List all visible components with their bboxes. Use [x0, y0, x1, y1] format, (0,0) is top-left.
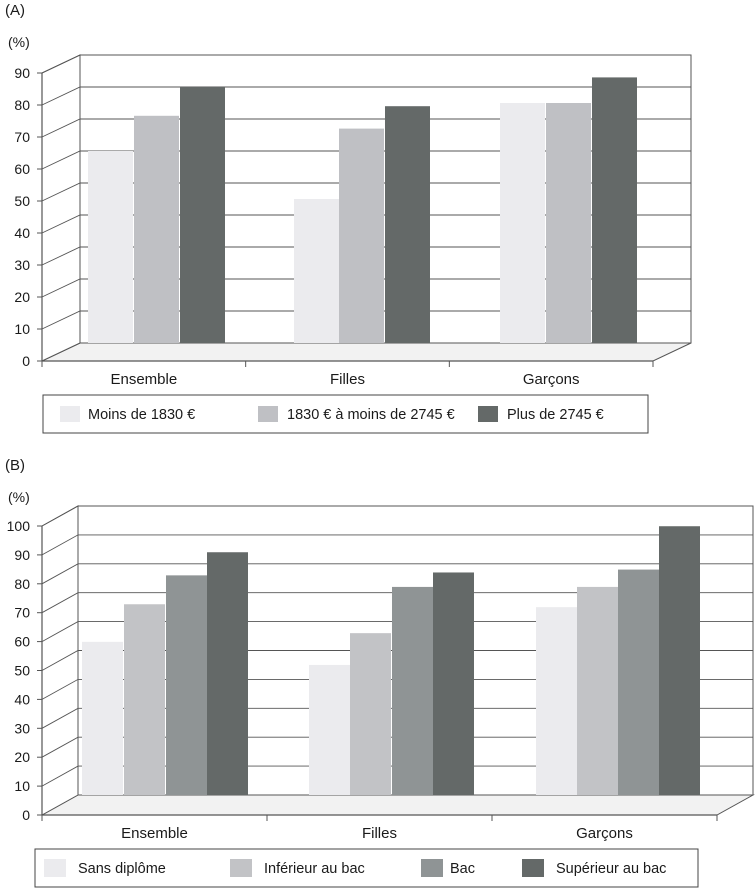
- bar: [546, 103, 591, 343]
- legend-swatch: [60, 406, 80, 422]
- gridline: [41, 310, 691, 330]
- panel-b: (B) (%) 0 10 20 30 40 50 60 70 80 90 100 Ensemble Fill…: [5, 457, 755, 888]
- bar: [82, 641, 123, 795]
- y-tick-label: 80: [14, 97, 30, 113]
- x-category-label: Garçons: [523, 371, 580, 388]
- panel-label: (B): [5, 457, 25, 474]
- y-tick-label: 50: [14, 193, 30, 209]
- legend-label: 1830 € à moins de 2745 €: [287, 407, 455, 423]
- y-tick-label: 20: [14, 749, 30, 765]
- floor: [40, 794, 755, 816]
- gridline: [41, 86, 691, 106]
- legend-box: [42, 394, 649, 434]
- gridline: [41, 505, 753, 527]
- y-tick-label: 100: [7, 518, 31, 534]
- gridline: [41, 278, 691, 298]
- side-wall: [41, 54, 81, 362]
- y-unit-label: (%): [8, 34, 30, 50]
- bar: [536, 607, 577, 795]
- gridline: [41, 534, 753, 556]
- gridline: [41, 765, 753, 787]
- y-tick-label: 0: [22, 353, 30, 369]
- bar: [124, 604, 165, 795]
- bar: [180, 87, 225, 343]
- x-category-label: Garçons: [576, 825, 633, 842]
- gridline: [41, 182, 691, 202]
- bar: [88, 151, 133, 343]
- bar: [166, 575, 207, 795]
- gridline: [41, 246, 691, 266]
- y-tick-label: 70: [14, 129, 30, 145]
- bar: [618, 569, 659, 795]
- bar: [207, 552, 248, 795]
- gridline: [41, 736, 753, 758]
- y-tick-label: 70: [14, 605, 30, 621]
- bar: [659, 526, 700, 795]
- legend-swatch: [421, 859, 443, 877]
- y-tick-label: 30: [14, 257, 30, 273]
- y-tick-label: 10: [14, 321, 30, 337]
- gridline: [41, 678, 753, 700]
- x-category-label: Ensemble: [121, 825, 188, 842]
- gridline: [41, 214, 691, 234]
- y-tick-label: 40: [14, 225, 30, 241]
- gridline: [41, 150, 691, 170]
- x-category-label: Filles: [362, 825, 397, 842]
- gridline: [41, 118, 691, 138]
- legend-label: Bac: [450, 861, 475, 877]
- bar: [500, 103, 545, 343]
- bar: [392, 586, 433, 795]
- y-tick-label: 40: [14, 691, 30, 707]
- legend-box: [34, 848, 699, 888]
- panel-label: (A): [5, 2, 25, 19]
- y-tick-label: 60: [14, 161, 30, 177]
- legend-label: Sans diplôme: [78, 861, 166, 877]
- y-tick-label: 80: [14, 576, 30, 592]
- x-category-label: Filles: [330, 371, 365, 388]
- bar: [433, 572, 474, 795]
- legend: Moins de 1830 € 1830 € à moins de 2745 € P…: [42, 394, 649, 434]
- gridline: [41, 54, 691, 74]
- x-category-label: Ensemble: [110, 371, 177, 388]
- legend-swatch: [478, 406, 498, 422]
- bar: [294, 199, 339, 343]
- bar: [309, 664, 350, 795]
- legend-label: Plus de 2745 €: [507, 407, 604, 423]
- bar: [350, 633, 391, 795]
- bar: [339, 128, 384, 343]
- legend-swatch: [522, 859, 544, 877]
- legend-swatch: [230, 859, 252, 877]
- y-tick-label: 30: [14, 720, 30, 736]
- bar: [385, 106, 430, 343]
- y-tick-label: 10: [14, 778, 30, 794]
- y-tick-label: 90: [14, 65, 30, 81]
- gridline: [41, 563, 753, 585]
- floor: [41, 342, 692, 362]
- gridline: [41, 592, 753, 614]
- y-tick-label: 50: [14, 663, 30, 679]
- y-tick-label: 0: [22, 807, 30, 823]
- y-tick-label: 60: [14, 634, 30, 650]
- legend-swatch: [258, 406, 278, 422]
- y-unit-label: (%): [8, 489, 30, 505]
- y-tick-label: 90: [14, 547, 30, 563]
- y-tick-label: 20: [14, 289, 30, 305]
- bar: [134, 115, 179, 343]
- panel-a: (A) (%) 0 10 20 30 40 50 60 70 80 90 Ensemble Filles G…: [5, 2, 692, 434]
- legend-label: Moins de 1830 €: [88, 407, 195, 423]
- legend-swatch: [44, 859, 66, 877]
- gridline: [41, 707, 753, 729]
- legend-label: Supérieur au bac: [556, 861, 666, 877]
- gridline: [41, 621, 753, 642]
- bar: [592, 77, 637, 344]
- bar: [577, 586, 618, 795]
- legend-label: Inférieur au bac: [264, 861, 365, 877]
- legend: Sans diplôme Inférieur au bac Bac Supérieur…: [34, 848, 699, 888]
- gridline: [41, 650, 753, 671]
